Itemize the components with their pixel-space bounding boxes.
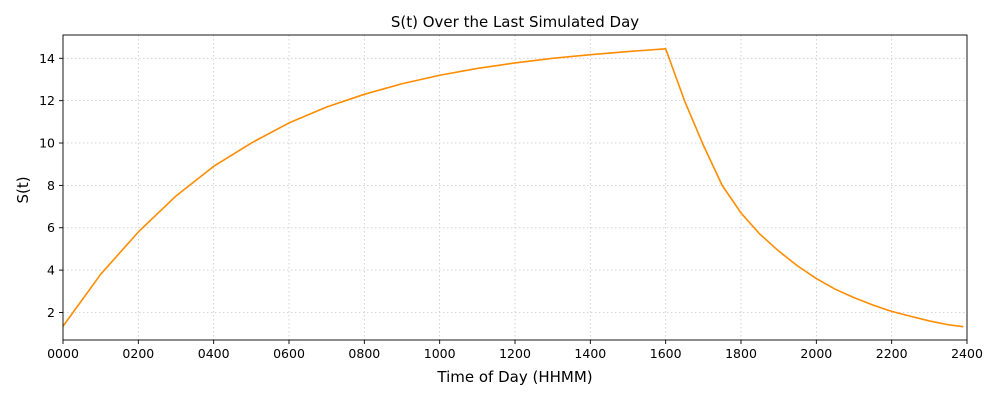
y-tick-label: 8 bbox=[47, 178, 55, 193]
x-tick-label: 2400 bbox=[951, 346, 983, 361]
y-axis-label: S(t) bbox=[14, 176, 32, 203]
x-tick-label: 2000 bbox=[800, 346, 832, 361]
y-tick-label: 10 bbox=[39, 136, 55, 151]
x-tick-label: 2200 bbox=[876, 346, 908, 361]
x-tick-label: 1200 bbox=[499, 346, 531, 361]
y-tick-label: 4 bbox=[47, 263, 55, 278]
x-tick-label: 1000 bbox=[424, 346, 456, 361]
series-line bbox=[62, 47, 964, 328]
x-tick-label: 0600 bbox=[273, 346, 305, 361]
x-axis-ticks: 0000 0200 0400 0600 0800 1000 1200 1400 1600 1800… bbox=[47, 340, 983, 361]
x-tick-label: 0200 bbox=[122, 346, 154, 361]
series-layer bbox=[62, 47, 964, 328]
y-tick-label: 14 bbox=[39, 51, 55, 66]
x-tick-label: 0800 bbox=[348, 346, 380, 361]
x-tick-label: 1600 bbox=[650, 346, 682, 361]
x-tick-label: 1400 bbox=[574, 346, 606, 361]
x-tick-label: 0400 bbox=[198, 346, 230, 361]
y-axis-ticks: 2 4 6 8 10 12 14 bbox=[39, 51, 63, 320]
x-axis-label: Time of Day (HHMM) bbox=[436, 368, 592, 386]
y-tick-label: 12 bbox=[39, 93, 55, 108]
y-tick-label: 6 bbox=[47, 220, 55, 235]
x-tick-label: 0000 bbox=[47, 346, 79, 361]
grid bbox=[62, 35, 968, 340]
y-tick-label: 2 bbox=[47, 305, 55, 320]
x-tick-label: 1800 bbox=[725, 346, 757, 361]
chart-title: S(t) Over the Last Simulated Day bbox=[391, 13, 639, 31]
